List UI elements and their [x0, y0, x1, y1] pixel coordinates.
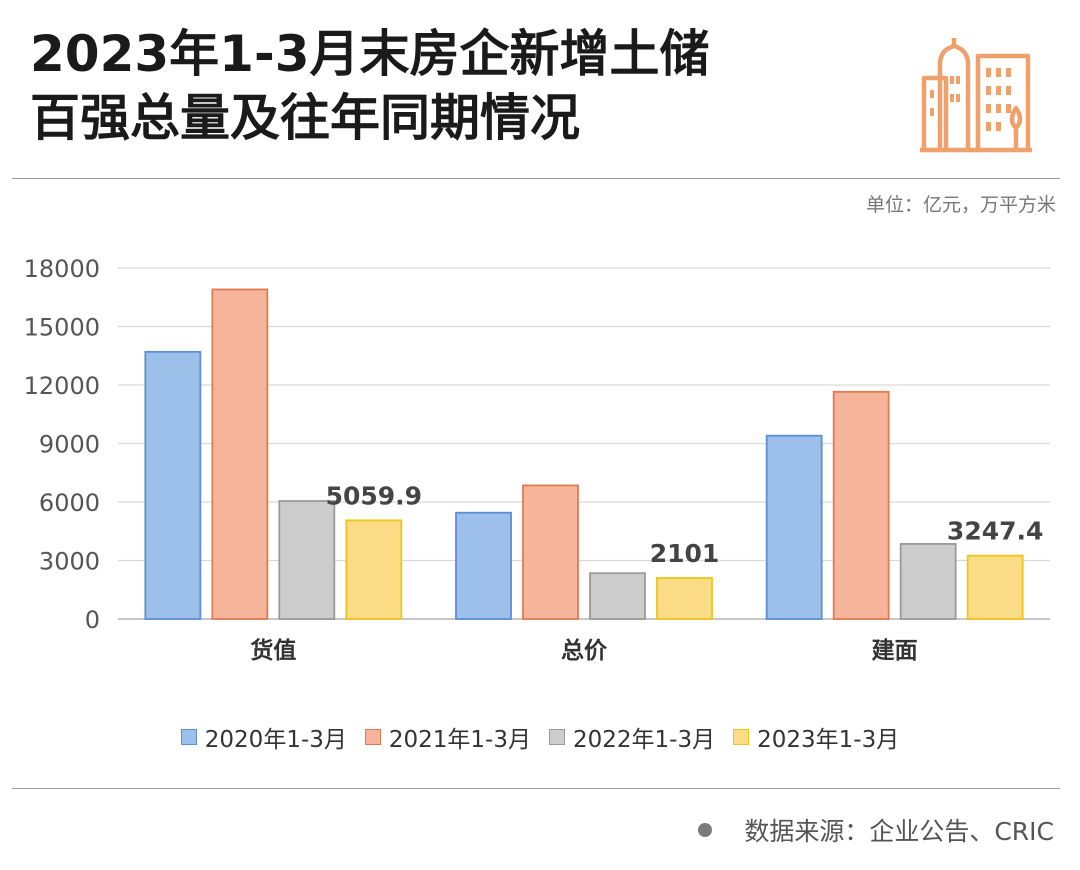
legend-swatch: [180, 729, 197, 745]
top-divider: [12, 178, 1060, 179]
logo-tree: [1009, 105, 1023, 150]
bar-0-0: [144, 350, 202, 620]
source-note: 数据来源：企业公告、CRIC: [698, 812, 1054, 848]
logo-building-left: [921, 75, 949, 150]
legend-label: 2020年1-3月: [204, 727, 347, 753]
y-tick-label: 9000: [39, 431, 100, 459]
logo-building-right: [975, 53, 1031, 150]
bar-2-0: [765, 434, 823, 620]
data-label: 2101: [650, 539, 720, 568]
bar-2-1: [832, 390, 890, 620]
legend-item: 2020年1-3月: [180, 720, 347, 754]
title-line-2: 百强总量及往年同期情况: [30, 89, 580, 147]
title-line-1: 2023年1-3月末房企新增土储: [30, 25, 710, 83]
bar-chart: 0 3000 6000 9000 12000 15000 18000 货值 总价 建面 5059.9…: [24, 255, 1050, 664]
unit-label: 单位：亿元，万平方米: [865, 194, 1056, 216]
bar-2-2: [899, 543, 957, 620]
bar-1-0: [455, 511, 512, 620]
bar-0-2: [278, 500, 336, 620]
y-tick-label: 3000: [39, 548, 100, 576]
legend-item: 2022年1-3月: [549, 720, 715, 754]
legend-label: 2021年1-3月: [388, 727, 531, 753]
x-category-label: 货值: [250, 637, 296, 664]
bar-2-3: [966, 554, 1024, 620]
logo-building-tower: [937, 38, 971, 150]
y-tick-label: 0: [85, 606, 100, 634]
legend: 2020年1-3月 2021年1-3月 2022年1-3月 2023年1-3月: [0, 720, 1080, 754]
source-text: 数据来源：企业公告、CRIC: [744, 817, 1054, 846]
legend-swatch: [733, 729, 750, 745]
bar-1-1: [522, 484, 579, 620]
y-tick-label: 6000: [39, 489, 100, 517]
legend-label: 2022年1-3月: [573, 727, 716, 753]
bar-0-1: [211, 288, 269, 620]
data-label: 5059.9: [326, 481, 422, 510]
city-buildings-icon: [920, 38, 1032, 153]
x-category-label: 建面: [872, 638, 918, 664]
bottom-divider: [12, 788, 1060, 789]
legend-swatch: [364, 729, 381, 745]
bar-1-2: [589, 572, 646, 620]
page-title: 2023年1-3月末房企新增土储 百强总量及往年同期情况: [30, 22, 710, 150]
bar-1-3: [656, 577, 713, 620]
y-tick-label: 12000: [24, 372, 100, 400]
bullet-icon: [698, 823, 713, 837]
y-tick-label: 15000: [24, 314, 100, 342]
legend-item: 2021年1-3月: [364, 720, 531, 754]
legend-swatch: [549, 729, 565, 745]
legend-item: 2023年1-3月: [733, 720, 899, 754]
x-category-label: 总价: [561, 637, 608, 664]
legend-label: 2023年1-3月: [757, 727, 900, 753]
logo-windows: [930, 68, 1011, 131]
bar-0-3: [345, 519, 403, 620]
y-tick-label: 18000: [24, 255, 100, 283]
data-label: 3247.4: [947, 517, 1043, 546]
